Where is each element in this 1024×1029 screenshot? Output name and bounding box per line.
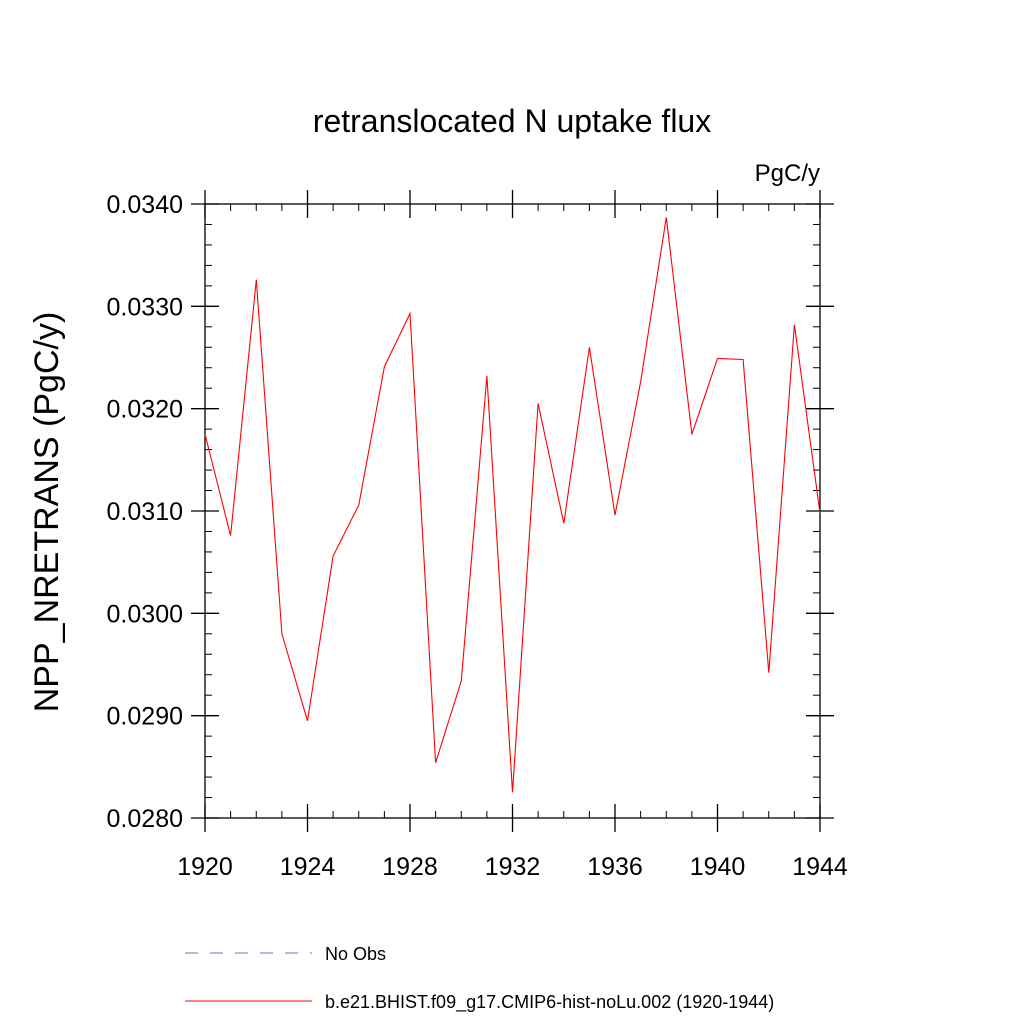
x-tick-label: 1932 [485, 853, 541, 881]
x-tick-label: 1920 [177, 853, 233, 881]
x-tick-label: 1940 [690, 853, 746, 881]
legend-label: No Obs [325, 944, 386, 964]
x-tick-label: 1944 [792, 853, 848, 881]
y-tick-label: 0.0280 [107, 805, 183, 833]
y-tick-label: 0.0290 [107, 703, 183, 731]
plot-area: 0.0280 0.0290 0.0300 0.0310 0.0320 0.0330 0.03… [107, 190, 848, 881]
y-tick-label: 0.0310 [107, 498, 183, 526]
x-tick-label: 1928 [382, 853, 438, 881]
legend: No Obs b.e21.BHIST.f09_g17.CMIP6-hist-noL… [185, 944, 774, 1013]
x-tick-label: 1936 [587, 853, 643, 881]
units-label: PgC/y [755, 160, 820, 187]
series-line [205, 217, 820, 792]
legend-label: b.e21.BHIST.f09_g17.CMIP6-hist-noLu.002 … [325, 992, 774, 1013]
y-tick-label: 0.0300 [107, 600, 183, 628]
y-tick-label: 0.0330 [107, 293, 183, 321]
plot-frame [205, 204, 820, 818]
x-tick-label: 1924 [280, 853, 336, 881]
y-tick-label: 0.0320 [107, 396, 183, 424]
y-axis-label: NPP_NRETRANS (PgC/y) [28, 312, 66, 713]
chart-title: retranslocated N uptake flux [313, 103, 711, 139]
y-tick-label: 0.0340 [107, 191, 183, 219]
